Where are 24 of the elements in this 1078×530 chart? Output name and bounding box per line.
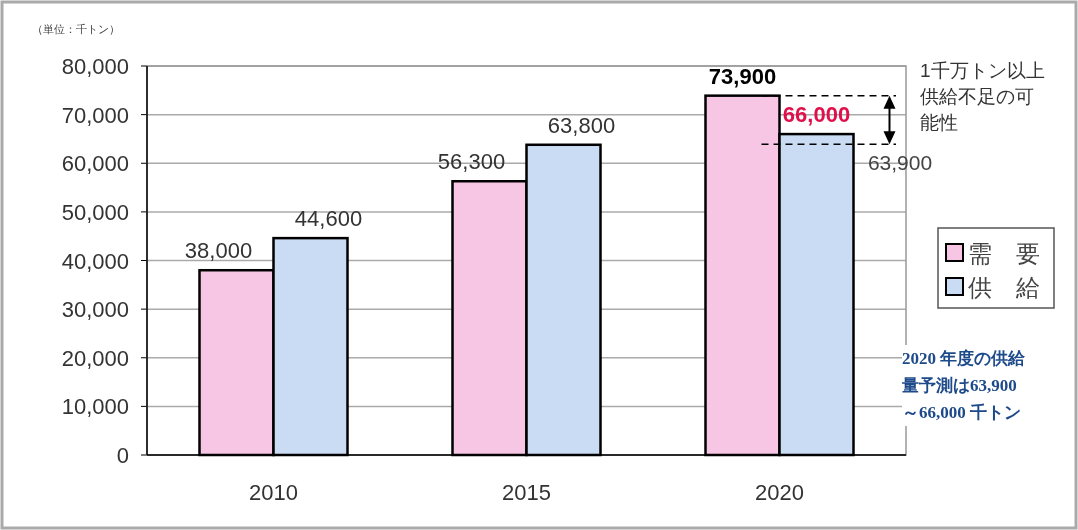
text: （単位：千トン） <box>32 23 120 35</box>
y-tick-label: 60,000 <box>61 151 129 177</box>
ref-line-label: 63,900 <box>867 151 933 175</box>
y-tick-label: 10,000 <box>61 394 129 420</box>
legend-label: 供 給 <box>968 274 1040 301</box>
y-tick-label: 50,000 <box>61 199 129 225</box>
annotation: 2020 年度の供給量予測は63,900～66,000 千トン <box>902 345 1032 426</box>
text: 56,300 <box>437 149 506 175</box>
y-tick-label: 40,000 <box>61 248 129 274</box>
x-tick-label: 2020 <box>755 480 804 505</box>
y-tick-label: 30,000 <box>61 297 129 323</box>
text: 63,800 <box>547 112 616 138</box>
text: 38,000 <box>184 238 253 264</box>
text: 66,000 <box>782 102 851 128</box>
text: 44,600 <box>294 206 363 232</box>
y-tick-label: 0 <box>116 443 129 468</box>
text: 73,900 <box>708 63 777 89</box>
legend-label: 需 要 <box>968 240 1040 267</box>
y-tick-label: 70,000 <box>61 102 129 128</box>
x-tick-label: 2015 <box>502 480 551 505</box>
y-tick-label: 80,000 <box>61 54 129 79</box>
y-tick-label: 20,000 <box>61 345 129 371</box>
text: 1千万トン以上供給不足の可能性 <box>920 58 1048 136</box>
x-tick-label: 2010 <box>249 480 298 505</box>
